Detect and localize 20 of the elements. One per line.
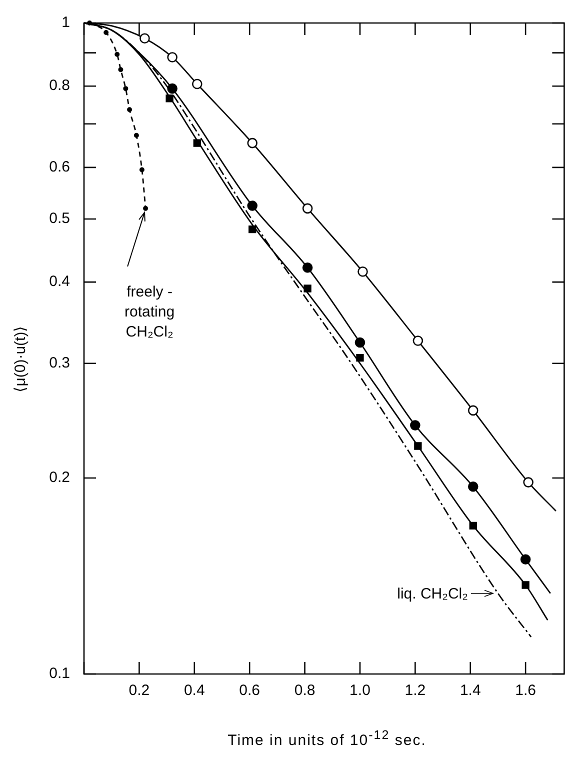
y-tick-label: 0.3 [49, 354, 70, 372]
x-tick-label: 1.2 [404, 682, 426, 700]
x-tick-label: 1.6 [515, 682, 536, 700]
y-tick-label: 1 [62, 14, 70, 32]
x-tick-label: 1.0 [350, 682, 370, 700]
annotation: freely - rotating CH₂Cl₂ [124, 283, 175, 340]
y-tick-label: 0.6 [49, 158, 70, 176]
y-tick-label: 0.1 [49, 665, 70, 682]
y-tick-label: 0.8 [49, 77, 70, 94]
annotation: liq. CH₂Cl₂ [397, 586, 468, 603]
x-tick-label: 0.8 [294, 682, 316, 700]
x-tick-label: 0.6 [239, 682, 260, 700]
y-tick-label: 0.2 [49, 469, 70, 486]
x-tick-label: 1.4 [460, 682, 481, 700]
y-tick-label: 0.5 [49, 210, 70, 228]
x-tick-label: 0.2 [128, 682, 150, 700]
y-axis-title: ⟨μ(0)·u(t)⟩ [11, 324, 29, 394]
y-tick-label: 0.4 [49, 273, 70, 290]
x-axis-title: Time in units of 10$^{-12}$ sec. [226, 728, 428, 749]
x-tick-label: 0.4 [184, 682, 205, 700]
